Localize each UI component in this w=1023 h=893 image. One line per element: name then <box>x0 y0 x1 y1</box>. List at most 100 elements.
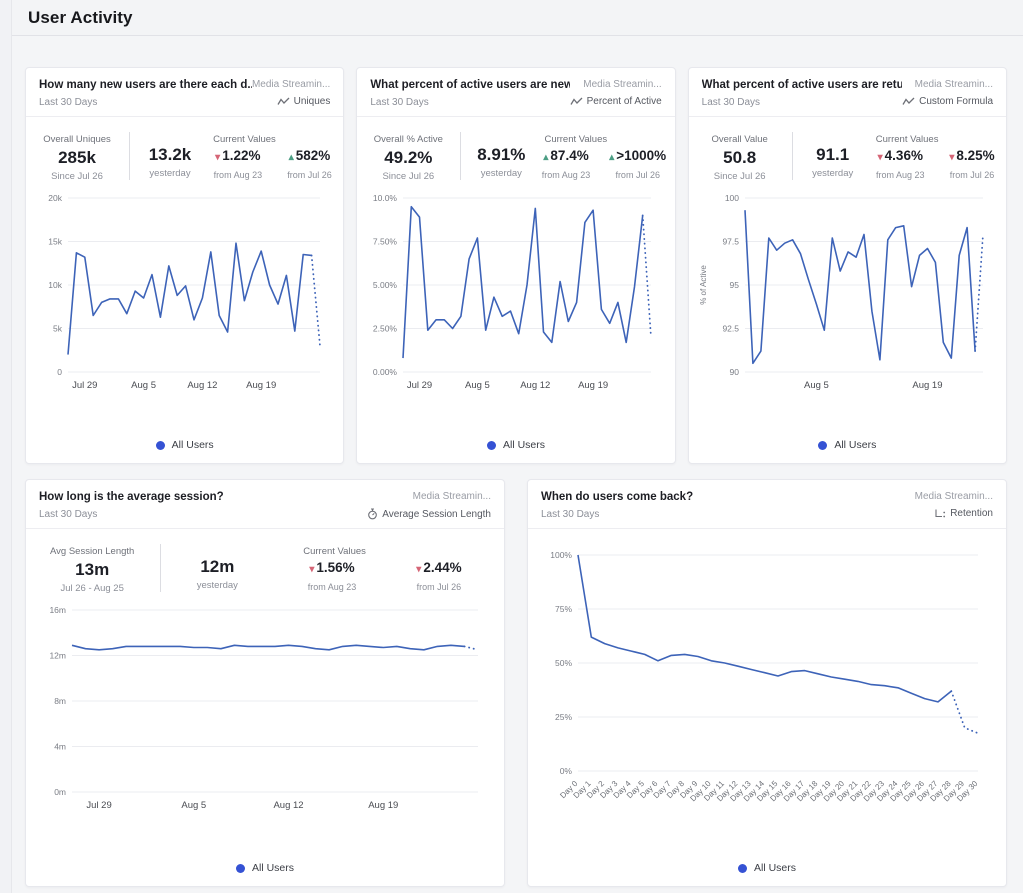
chart-type-label: Average Session Length <box>382 508 491 520</box>
stats-row: Overall % Active 49.2% Since Jul 26 8.91… <box>357 117 674 186</box>
divider <box>791 132 793 180</box>
source-label: Media Streamin... <box>412 491 491 502</box>
legend-dot-icon <box>486 440 496 450</box>
date-range-label: Last 30 Days <box>541 509 600 520</box>
card-row-top: How many new users are there each d... L… <box>25 67 1007 464</box>
date-range-label: Last 30 Days <box>39 509 98 520</box>
date-range-label: Last 30 Days <box>39 97 98 108</box>
svg-text:5.00%: 5.00% <box>373 280 398 290</box>
svg-text:Aug 5: Aug 5 <box>804 380 829 391</box>
card-title[interactable]: How long is the average session? <box>39 491 224 503</box>
card-title[interactable]: What percent of active users are new ... <box>370 79 570 91</box>
chart-type-label: Custom Formula <box>919 96 993 107</box>
yesterday-stat: 12m yesterday <box>196 557 238 591</box>
svg-text:100%: 100% <box>550 550 572 560</box>
card-header: How long is the average session? Last 30… <box>26 480 504 529</box>
svg-text:Aug 12: Aug 12 <box>273 800 303 811</box>
card-header: What percent of active users are new ...… <box>357 68 675 117</box>
overall-stat: Avg Session Length 13m Jul 26 - Aug 25 <box>50 546 135 594</box>
delta-up-icon: ▴ <box>543 152 549 163</box>
delta-vs-aug23: ▾ 1.22% from Aug 23 <box>213 148 263 180</box>
svg-text:75%: 75% <box>555 604 572 614</box>
delta-vs-aug23: ▾ 4.36% from Aug 23 <box>876 148 925 180</box>
stats-row: Overall Value 50.8 Since Jul 26 91.1 yes… <box>689 117 1006 186</box>
current-values-group: Current Values ▾ 1.22% from Aug 23 ▴ 582% … <box>213 134 332 180</box>
svg-text:50%: 50% <box>555 658 572 668</box>
legend-all-users[interactable]: All Users <box>528 860 1006 886</box>
legend-all-users[interactable]: All Users <box>26 437 343 463</box>
legend-dot-icon <box>818 440 828 450</box>
source-label: Media Streamin... <box>583 79 662 90</box>
delta-vs-aug23: ▾ 1.56% from Aug 23 <box>307 560 357 592</box>
line-chart[interactable]: 90 92.5 95 97.5 100 Aug 5 Aug 19 % of Active <box>697 190 993 394</box>
delta-down-icon: ▾ <box>215 152 221 163</box>
delta-down-icon: ▾ <box>416 564 422 575</box>
svg-text:Aug 19: Aug 19 <box>578 380 608 391</box>
overall-stat: Overall Uniques 285k Since Jul 26 <box>43 134 111 182</box>
source-label: Media Streamin... <box>914 491 993 502</box>
svg-text:20k: 20k <box>48 193 62 203</box>
svg-text:% of Active: % of Active <box>699 265 708 305</box>
svg-text:2.50%: 2.50% <box>373 324 398 334</box>
svg-text:Aug 5: Aug 5 <box>181 800 206 811</box>
source-label: Media Streamin... <box>251 79 331 90</box>
line-chart[interactable]: 0m 4m 8m 12m 16m Jul 29 Aug 5 Aug 12 Aug 19 <box>34 602 488 816</box>
date-range-label: Last 30 Days <box>370 97 429 108</box>
current-values-group: Current Values ▾ 1.56% from Aug 23 ▾ 2.44%… <box>303 546 462 592</box>
svg-text:0m: 0m <box>54 787 66 797</box>
svg-text:Jul 29: Jul 29 <box>86 800 111 811</box>
yesterday-stat: 91.1 yesterday <box>812 145 854 179</box>
svg-text:0%: 0% <box>560 766 573 776</box>
svg-text:Aug 12: Aug 12 <box>187 380 217 391</box>
card-title[interactable]: How many new users are there each d... <box>39 79 252 91</box>
delta-vs-aug23: ▴ 87.4% from Aug 23 <box>541 148 591 180</box>
current-values-group: Current Values ▴ 87.4% from Aug 23 ▴ >1000… <box>541 134 667 180</box>
svg-text:Jul 29: Jul 29 <box>72 380 97 391</box>
card-percent-returning-users[interactable]: What percent of active users are retur..… <box>687 67 1007 464</box>
svg-text:4m: 4m <box>54 742 66 752</box>
yesterday-stat: 13.2k yesterday <box>148 145 192 179</box>
svg-text:0: 0 <box>57 367 62 377</box>
legend-all-users[interactable]: All Users <box>26 860 504 886</box>
card-title[interactable]: When do users come back? <box>541 491 694 503</box>
legend-dot-icon <box>155 440 165 450</box>
card-header: When do users come back? Last 30 Days Me… <box>528 480 1006 529</box>
svg-text:15k: 15k <box>48 237 62 247</box>
line-chart-icon <box>277 97 290 106</box>
stats-row: Avg Session Length 13m Jul 26 - Aug 25 1… <box>26 529 504 598</box>
card-average-session-length[interactable]: How long is the average session? Last 30… <box>25 479 505 887</box>
card-new-users-per-day[interactable]: How many new users are there each d... L… <box>25 67 345 464</box>
left-rail <box>0 0 12 893</box>
card-retention[interactable]: When do users come back? Last 30 Days Me… <box>527 479 1007 887</box>
delta-vs-jul26: ▴ >1000% from Jul 26 <box>609 148 667 180</box>
divider <box>129 132 130 180</box>
delta-down-icon: ▾ <box>949 152 955 163</box>
card-header: How many new users are there each d... L… <box>26 68 344 117</box>
delta-vs-jul26: ▾ 8.25% from Jul 26 <box>949 148 995 180</box>
svg-text:10k: 10k <box>48 280 62 290</box>
card-percent-new-users[interactable]: What percent of active users are new ...… <box>356 67 676 464</box>
page-title: User Activity <box>28 7 133 27</box>
svg-text:Aug 5: Aug 5 <box>131 380 156 391</box>
divider <box>460 132 462 180</box>
current-values-group: Current Values ▾ 4.36% from Aug 23 ▾ 8.25%… <box>875 134 995 180</box>
svg-text:5k: 5k <box>53 324 63 334</box>
delta-vs-jul26: ▾ 2.44% from Jul 26 <box>416 560 462 592</box>
line-chart-icon <box>570 97 583 106</box>
date-range-label: Last 30 Days <box>701 97 761 108</box>
delta-up-icon: ▴ <box>288 152 294 163</box>
svg-text:7.50%: 7.50% <box>373 237 398 247</box>
line-chart[interactable]: 0 5k 10k 15k 20k Jul 29 Aug 5 Aug 12 Aug 19 <box>34 190 330 394</box>
line-chart[interactable]: 0.00% 2.50% 5.00% 7.50% 10.0% Jul 29 Aug 5 Aug … <box>365 190 661 394</box>
legend-all-users[interactable]: All Users <box>357 437 674 463</box>
card-title[interactable]: What percent of active users are retur..… <box>701 79 903 91</box>
svg-text:25%: 25% <box>555 712 572 722</box>
svg-text:95: 95 <box>729 280 739 290</box>
legend-all-users[interactable]: All Users <box>689 437 1006 463</box>
svg-text:12m: 12m <box>49 651 66 661</box>
svg-text:Aug 12: Aug 12 <box>521 380 551 391</box>
svg-text:Aug 19: Aug 19 <box>246 380 276 391</box>
svg-text:Aug 5: Aug 5 <box>465 380 490 391</box>
svg-text:16m: 16m <box>49 605 66 615</box>
